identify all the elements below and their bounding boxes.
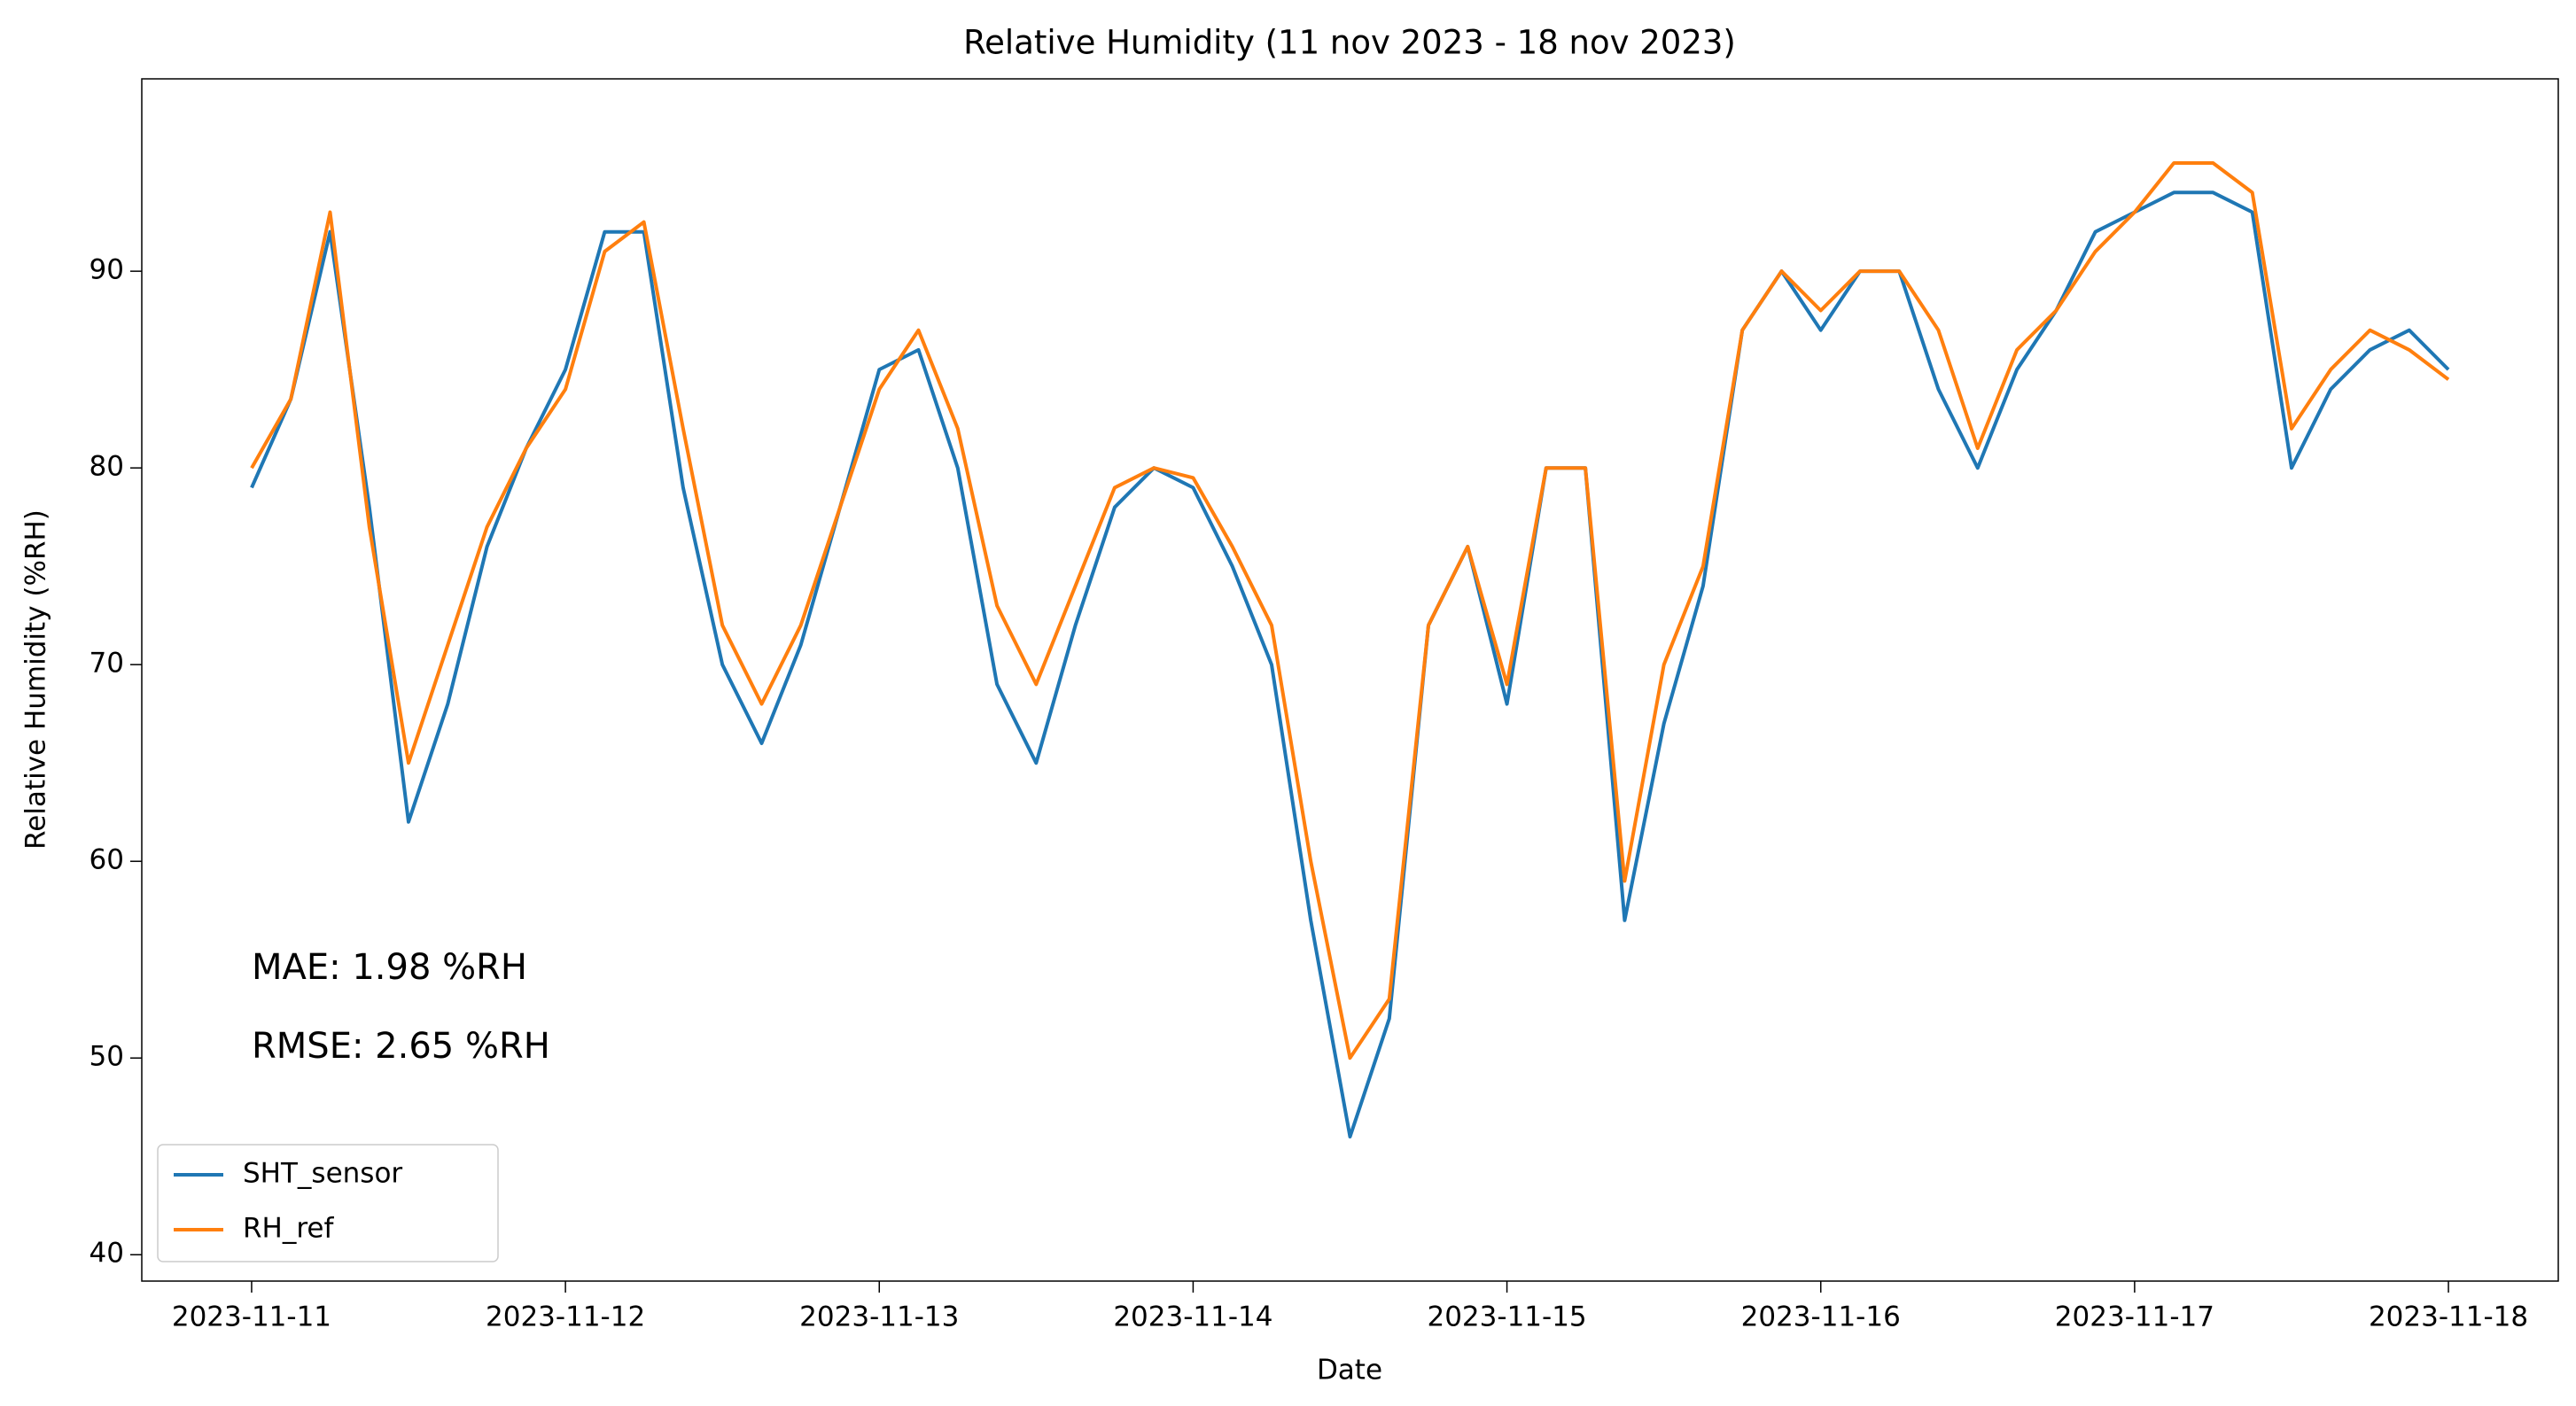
legend-box	[157, 1144, 499, 1262]
y-tick-label: 40	[89, 1238, 124, 1270]
y-tick-label: 60	[89, 844, 124, 876]
annotation: RMSE: 2.65 %RH	[252, 1026, 550, 1067]
annotation: MAE: 1.98 %RH	[252, 947, 527, 988]
x-tick-label: 2023-11-13	[799, 1301, 959, 1333]
x-tick-label: 2023-11-16	[1741, 1301, 1901, 1333]
legend-label: SHT_sensor	[243, 1158, 402, 1190]
x-axis-label: Date	[1317, 1355, 1382, 1387]
x-tick-label: 2023-11-18	[2369, 1301, 2528, 1333]
y-axis-label: Relative Humidity (%RH)	[20, 509, 52, 850]
x-tick-label: 2023-11-12	[486, 1301, 645, 1333]
x-tick-label: 2023-11-11	[172, 1301, 331, 1333]
x-tick-label: 2023-11-15	[1427, 1301, 1586, 1333]
chart-title: Relative Humidity (11 nov 2023 - 18 nov …	[963, 24, 1736, 62]
y-tick-label: 90	[89, 254, 124, 286]
series-line	[250, 190, 2450, 1138]
x-tick-label: 2023-11-17	[2055, 1301, 2214, 1333]
y-tick-label: 50	[89, 1041, 124, 1073]
plot-frame	[141, 78, 2559, 1282]
y-tick-label: 70	[89, 648, 124, 680]
series-line	[250, 161, 2450, 1060]
y-tick-label: 80	[89, 451, 124, 483]
legend-label: RH_ref	[243, 1213, 334, 1245]
x-tick-label: 2023-11-14	[1113, 1301, 1272, 1333]
